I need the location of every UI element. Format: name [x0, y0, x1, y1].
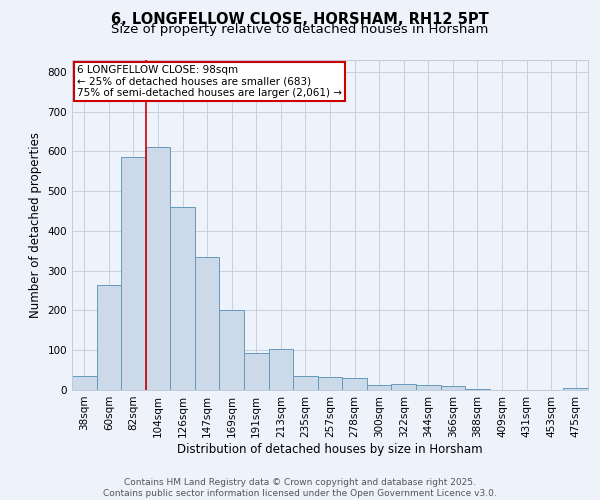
Bar	[293, 376, 318, 390]
Text: 6, LONGFELLOW CLOSE, HORSHAM, RH12 5PT: 6, LONGFELLOW CLOSE, HORSHAM, RH12 5PT	[111, 12, 489, 28]
Bar	[269, 349, 293, 390]
Bar	[220, 310, 244, 390]
Bar	[367, 385, 391, 390]
Bar	[563, 388, 588, 390]
Text: Contains HM Land Registry data © Crown copyright and database right 2025.
Contai: Contains HM Land Registry data © Crown c…	[103, 478, 497, 498]
X-axis label: Distribution of detached houses by size in Horsham: Distribution of detached houses by size …	[177, 442, 483, 456]
Bar	[318, 378, 342, 390]
Bar	[121, 158, 146, 390]
Bar	[342, 378, 367, 390]
Bar	[440, 386, 465, 390]
Bar	[195, 257, 220, 390]
Bar	[97, 284, 121, 390]
Bar	[416, 385, 440, 390]
Text: Size of property relative to detached houses in Horsham: Size of property relative to detached ho…	[112, 22, 488, 36]
Bar	[244, 353, 269, 390]
Text: 6 LONGFELLOW CLOSE: 98sqm
← 25% of detached houses are smaller (683)
75% of semi: 6 LONGFELLOW CLOSE: 98sqm ← 25% of detac…	[77, 65, 342, 98]
Bar	[391, 384, 416, 390]
Bar	[146, 148, 170, 390]
Bar	[170, 207, 195, 390]
Bar	[465, 389, 490, 390]
Y-axis label: Number of detached properties: Number of detached properties	[29, 132, 42, 318]
Bar	[72, 376, 97, 390]
